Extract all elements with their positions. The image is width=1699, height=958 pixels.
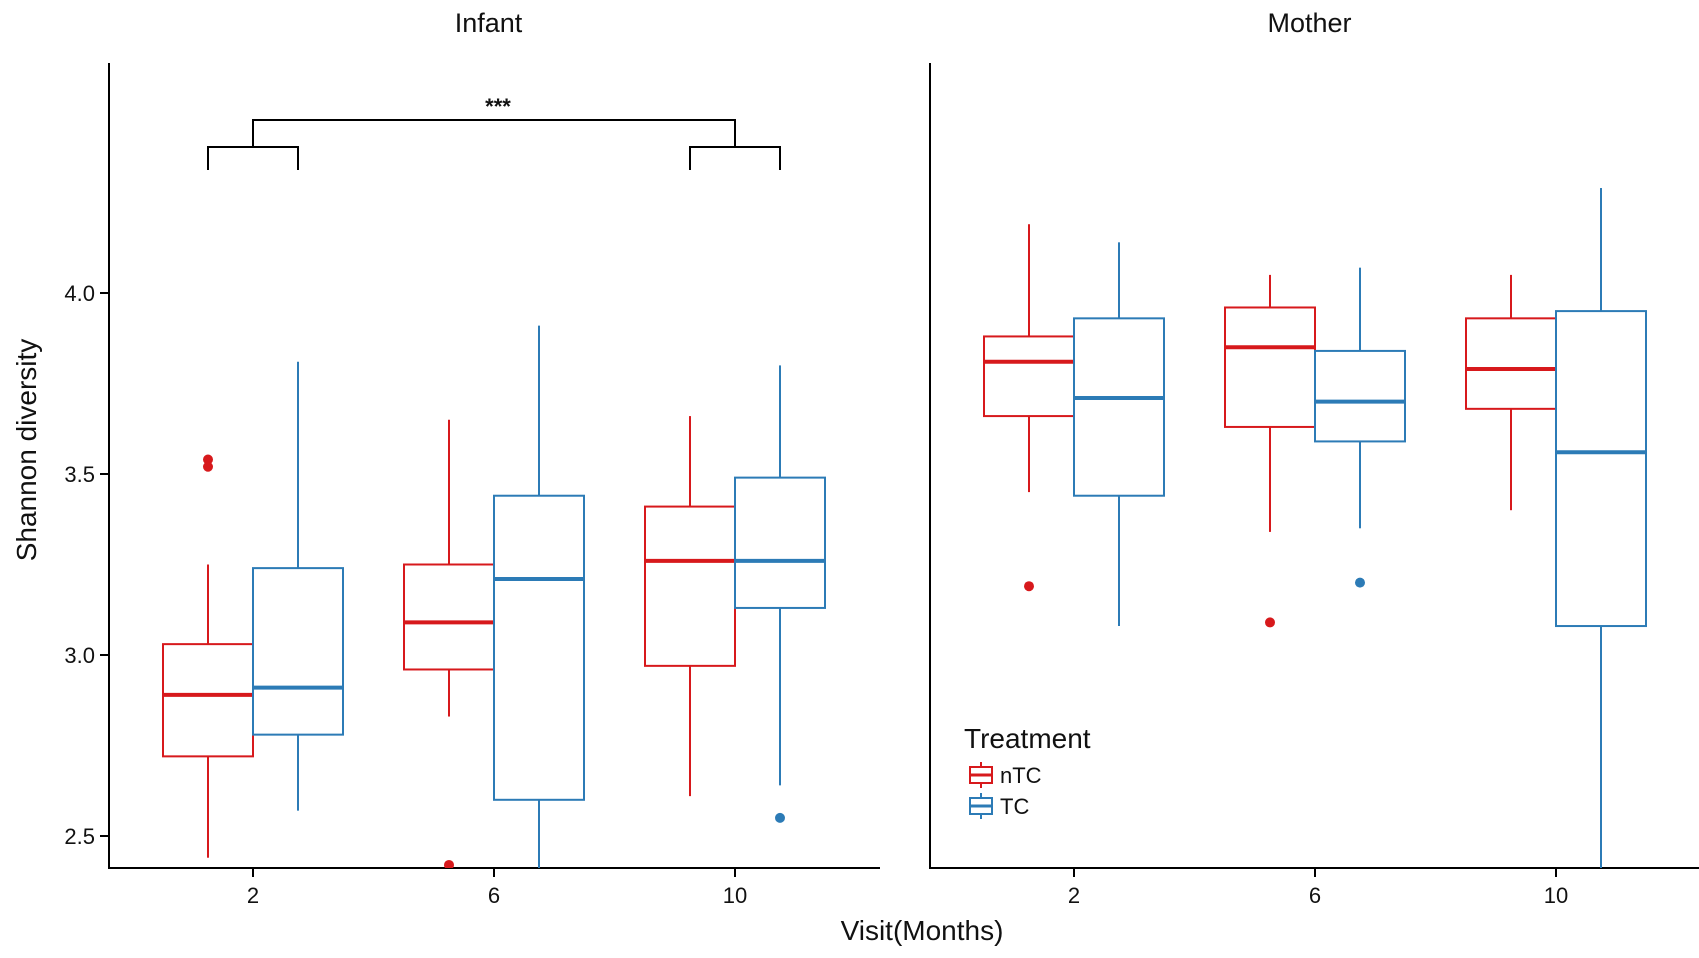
- boxes-group: [983, 188, 1647, 868]
- significance-bracket: ***: [207, 94, 781, 170]
- box-tc-6: [493, 325, 585, 868]
- panel-mother: Mother 2 6 10 Treatment nTC TC: [929, 8, 1699, 908]
- y-axis-title: Shannon diversity: [11, 339, 42, 562]
- legend: Treatment nTC TC: [964, 723, 1091, 819]
- panels-layer: Infant 2.5 3.0 3.5 4.0 2 6 10 *** Mother 2 6 10 Treat…: [64, 8, 1699, 958]
- legend-label-ntc: nTC: [1000, 763, 1042, 788]
- box-body: [252, 567, 344, 736]
- box-body: [403, 563, 495, 671]
- outlier-point: [1024, 581, 1034, 592]
- outlier-point: [203, 461, 213, 472]
- box-ntc-2: [983, 224, 1075, 592]
- box-ntc-2: [162, 454, 254, 858]
- significance-label: ***: [485, 94, 511, 119]
- box-body: [1465, 317, 1557, 410]
- box-body: [644, 505, 736, 667]
- y-tick-label: 4.0: [64, 281, 95, 306]
- x-tick-label: 6: [1309, 883, 1321, 908]
- box-body: [1314, 349, 1406, 443]
- box-body: [162, 643, 254, 758]
- x-axis-title: Visit(Months): [841, 915, 1004, 946]
- box-body: [493, 494, 585, 801]
- box-body: [1073, 317, 1165, 497]
- box-tc-10: [734, 365, 826, 823]
- facet-title: Mother: [1267, 8, 1351, 38]
- outlier-point: [775, 812, 785, 823]
- legend-label-tc: TC: [1000, 794, 1029, 819]
- box-ntc-10: [644, 416, 736, 958]
- outlier-point: [444, 859, 454, 868]
- panel-infant: Infant 2.5 3.0 3.5 4.0 2 6 10 ***: [64, 8, 880, 958]
- box-ntc-10: [1465, 274, 1557, 511]
- y-tick-label: 3.0: [64, 643, 95, 668]
- box-body: [1224, 306, 1316, 428]
- y-tick-label: 3.5: [64, 462, 95, 487]
- box-body: [1555, 310, 1647, 628]
- boxes-group: [162, 325, 826, 958]
- outlier-point: [1265, 617, 1275, 628]
- bracket-pair: [689, 146, 781, 170]
- outlier-point: [203, 454, 213, 465]
- y-tick-label: 2.5: [64, 824, 95, 849]
- legend-title: Treatment: [964, 723, 1091, 754]
- box-tc-6: [1314, 267, 1406, 588]
- x-tick-label: 10: [723, 883, 747, 908]
- legend-key-tc: [969, 793, 993, 819]
- x-tick-label: 10: [1544, 883, 1568, 908]
- box-tc-10: [1555, 188, 1647, 868]
- box-body: [983, 335, 1075, 418]
- box-body: [734, 476, 826, 609]
- facet-title: Infant: [455, 8, 523, 38]
- x-tick-label: 6: [488, 883, 500, 908]
- outlier-point: [1355, 577, 1365, 588]
- legend-key-ntc: [969, 762, 993, 788]
- x-tick-label: 2: [247, 883, 259, 908]
- box-ntc-6: [403, 419, 495, 868]
- box-ntc-6: [1224, 274, 1316, 628]
- box-tc-2: [252, 361, 344, 811]
- box-tc-2: [1073, 242, 1165, 627]
- x-tick-label: 2: [1068, 883, 1080, 908]
- bracket-span: [252, 119, 736, 147]
- bracket-pair: [207, 146, 299, 170]
- outlier-point: [685, 950, 695, 958]
